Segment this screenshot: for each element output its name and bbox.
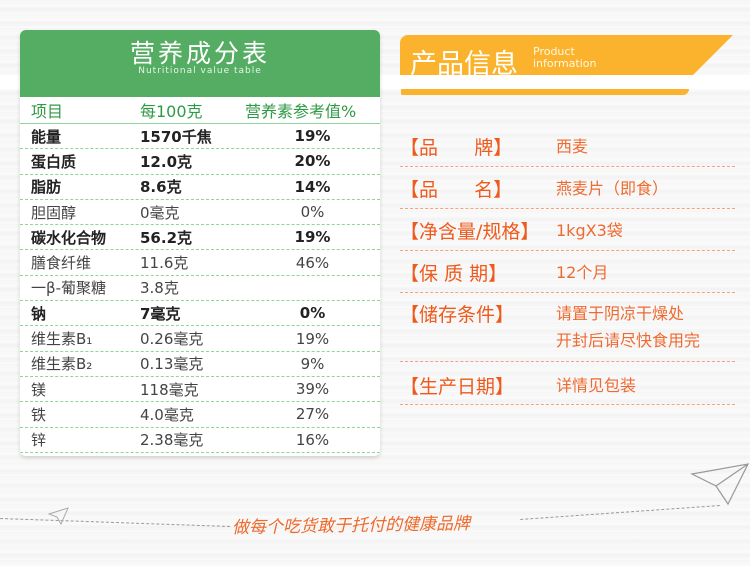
nutrient-nrv: 16% <box>295 430 330 449</box>
product-info-banner <box>400 35 733 75</box>
nutrition-header: 营养成分表 Nutritional value table <box>20 30 380 97</box>
nutrient-amount: 2.38毫克 <box>140 431 204 450</box>
nutrient-name: 膳食纤维 <box>31 254 92 273</box>
info-row: 【生产日期】 详情见包装 <box>400 372 735 405</box>
info-row: 【品 牌】 西麦 <box>400 133 735 167</box>
info-value-line: 12个月 <box>556 263 609 282</box>
nutrition-subtitle: Nutritional value table <box>138 66 262 76</box>
nutrient-amount: 1570千焦 <box>140 127 212 146</box>
nutrition-table: 项目 每100克 营养素参考值% 能量 1570千焦 19% 蛋白质 12.0克 20% 脂… <box>20 97 380 453</box>
info-value-line: 1kgX3袋 <box>556 221 623 240</box>
info-value: 1kgX3袋 <box>556 217 623 244</box>
nutrient-nrv: 39% <box>295 380 330 399</box>
table-row: 能量 1570千焦 19% <box>20 124 380 150</box>
info-value-line: 请置于阴凉干燥处 <box>556 304 685 323</box>
table-row: 维生素B₂ 0.13毫克 9% <box>20 352 380 377</box>
slogan: 做每个吃货敢于托付的健康品牌 <box>231 513 471 539</box>
nutrient-amount: 11.6克 <box>140 254 189 273</box>
nutrient-nrv: 14% <box>294 177 331 196</box>
nutrient-amount: 0.13毫克 <box>140 355 204 374</box>
paper-plane-icon <box>690 463 750 506</box>
table-row: 胆固醇 0毫克 0% <box>20 200 380 226</box>
nutrient-nrv: 19% <box>294 228 331 247</box>
nutrient-name: 胆固醇 <box>31 203 77 222</box>
nutrient-name: 脂肪 <box>31 178 62 197</box>
nutrient-name: 蛋白质 <box>31 152 77 171</box>
nutrient-name: 铁 <box>31 405 47 424</box>
nutrition-table-card: 营养成分表 Nutritional value table 项目 每100克 营… <box>20 30 380 456</box>
nutrient-nrv: 19% <box>295 329 330 348</box>
nutrient-name: 维生素B₂ <box>31 355 93 374</box>
product-info-subtitle: Product information <box>533 46 597 70</box>
nutrition-title: 营养成分表 <box>129 39 270 68</box>
nutrient-amount: 56.2克 <box>140 228 193 247</box>
info-label: 【净含量/规格】 <box>400 221 540 243</box>
info-value: 西麦 <box>556 133 588 160</box>
info-value-line: 燕麦片（即食） <box>556 179 669 198</box>
nutrient-name: 维生素B₁ <box>31 330 93 349</box>
nutrient-name: 钠 <box>31 304 47 323</box>
info-value-line: 西麦 <box>556 137 589 156</box>
info-row: 【储存条件】 请置于阴凉干燥处 开封后请尽快食用完 <box>400 300 735 362</box>
nutrient-nrv: 9% <box>300 354 325 373</box>
nutrient-amount: 0毫克 <box>140 203 180 222</box>
nutrient-amount: 0.26毫克 <box>140 330 204 349</box>
header-per100g: 每100克 <box>140 102 203 121</box>
header-nrv: 营养素参考值% <box>245 102 357 121</box>
table-row: 钠 7毫克 0% <box>20 301 380 327</box>
product-info-title: 产品信息 <box>410 49 518 80</box>
dashed-path <box>0 517 230 528</box>
info-label: 【储存条件】 <box>400 304 515 326</box>
nutrient-nrv: 27% <box>295 405 330 424</box>
nutrient-amount: 4.0毫克 <box>140 405 194 424</box>
info-value-line: 开封后请尽快食用完 <box>556 331 701 350</box>
info-row: 【品 名】 燕麦片（即食） <box>400 175 735 209</box>
banner-underline <box>401 89 689 95</box>
nutrient-amount: 118毫克 <box>140 380 199 399</box>
subtitle-line2: information <box>533 57 597 70</box>
table-row: 铁 4.0毫克 27% <box>20 402 380 428</box>
table-row: 膳食纤维 11.6克 46% <box>20 250 380 276</box>
info-row: 【净含量/规格】 1kgX3袋 <box>400 217 735 251</box>
nutrient-name: 能量 <box>31 127 62 146</box>
paper-plane-icon <box>48 507 69 526</box>
nutrient-nrv: 46% <box>295 253 330 272</box>
info-value: 详情见包装 <box>556 372 636 399</box>
header-item: 项目 <box>31 102 64 121</box>
table-row: 锌 2.38毫克 16% <box>20 428 380 453</box>
table-row: 碳水化合物 56.2克 19% <box>20 225 380 251</box>
info-label: 【保 质 期】 <box>400 263 508 285</box>
nutrient-name: 碳水化合物 <box>31 228 107 247</box>
nutrient-nrv: 0% <box>300 203 325 222</box>
nutrient-nrv: 19% <box>294 127 331 146</box>
table-header-row: 项目 每100克 营养素参考值% <box>20 97 380 124</box>
nutrient-amount: 12.0克 <box>140 152 193 171</box>
nutrient-name: 镁 <box>31 380 47 399</box>
table-row: 维生素B₁ 0.26毫克 19% <box>20 326 380 352</box>
info-value: 12个月 <box>556 259 608 286</box>
table-row: 蛋白质 12.0克 20% <box>20 149 380 175</box>
nutrient-amount: 8.6克 <box>140 178 182 197</box>
info-label: 【品 名】 <box>400 179 513 201</box>
nutrient-amount: 7毫克 <box>140 304 181 323</box>
subtitle-line1: Product <box>533 45 575 58</box>
nutrient-nrv: 20% <box>294 152 331 171</box>
nutrient-amount: 3.8克 <box>140 279 179 298</box>
info-label: 【生产日期】 <box>400 376 515 398</box>
table-row: 脂肪 8.6克 14% <box>20 175 380 200</box>
table-row: 一β-葡聚糖 3.8克 <box>20 276 380 302</box>
info-value: 燕麦片（即食） <box>556 175 668 202</box>
nutrient-name: 一β-葡聚糖 <box>31 279 106 298</box>
info-value-line: 详情见包装 <box>556 376 637 395</box>
nutrient-nrv: 0% <box>299 304 326 323</box>
info-row: 【保 质 期】 12个月 <box>400 259 735 293</box>
nutrient-name: 锌 <box>31 431 47 450</box>
info-label: 【品 牌】 <box>400 137 513 159</box>
table-row: 镁 118毫克 39% <box>20 377 380 403</box>
info-value: 请置于阴凉干燥处 开封后请尽快食用完 <box>556 300 700 354</box>
